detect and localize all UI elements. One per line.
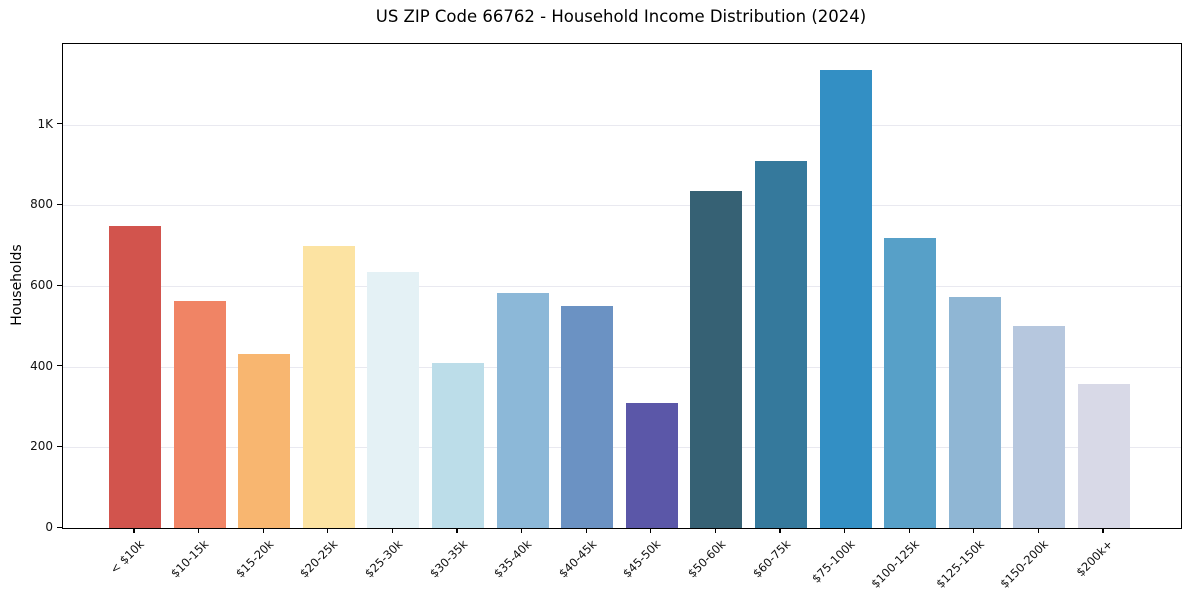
y-tick-label: 600 bbox=[30, 278, 53, 292]
y-tick-mark bbox=[57, 123, 62, 125]
x-tick-label: $40-45k bbox=[555, 537, 600, 581]
y-tick-mark bbox=[57, 203, 62, 206]
bar bbox=[690, 191, 743, 528]
bar bbox=[1013, 326, 1066, 528]
x-tick-label: $35-40k bbox=[491, 537, 535, 581]
x-tick-mark bbox=[779, 528, 781, 533]
gridline bbox=[63, 124, 1181, 126]
y-tick-label: 400 bbox=[30, 358, 53, 373]
x-tick-label: $25-30k bbox=[361, 537, 406, 581]
y-tick-mark bbox=[57, 365, 62, 367]
x-tick-label: $125-150k bbox=[932, 537, 987, 590]
gridline bbox=[63, 205, 1181, 207]
bar bbox=[432, 362, 484, 528]
x-tick-mark bbox=[391, 528, 393, 533]
x-tick-mark bbox=[198, 528, 200, 533]
x-tick-mark bbox=[650, 528, 652, 533]
bar bbox=[1078, 384, 1130, 528]
y-tick-label: 800 bbox=[30, 197, 53, 212]
bar bbox=[625, 402, 678, 528]
x-tick-label: $50-60k bbox=[684, 537, 729, 581]
y-tick-label: 1K bbox=[37, 116, 53, 131]
bar bbox=[302, 245, 355, 528]
bar bbox=[367, 271, 420, 528]
bar bbox=[561, 306, 614, 528]
x-tick-label: $20-25k bbox=[297, 537, 341, 581]
bar bbox=[755, 160, 807, 528]
y-tick-mark bbox=[57, 284, 62, 286]
bar bbox=[109, 225, 161, 528]
bar bbox=[496, 292, 549, 528]
y-tick-label: 0 bbox=[45, 520, 53, 534]
bar bbox=[948, 296, 1001, 528]
x-tick-mark bbox=[1037, 528, 1039, 533]
y-tick-mark bbox=[57, 526, 62, 528]
x-tick-label: $30-35k bbox=[426, 537, 470, 581]
x-tick-label: $100-125k bbox=[868, 537, 923, 590]
x-tick-mark bbox=[456, 528, 458, 533]
x-tick-label: < $10k bbox=[107, 537, 147, 577]
y-tick-mark bbox=[57, 445, 62, 448]
x-tick-label: $75-100k bbox=[808, 537, 858, 586]
bar bbox=[884, 237, 937, 528]
x-tick-label: $150-200k bbox=[997, 537, 1052, 590]
x-tick-mark bbox=[133, 528, 135, 533]
x-tick-label: $60-75k bbox=[749, 537, 793, 581]
x-tick-mark bbox=[262, 528, 264, 533]
x-tick-mark bbox=[1102, 528, 1104, 533]
gridline bbox=[63, 447, 1181, 449]
x-tick-mark bbox=[714, 528, 716, 533]
x-tick-mark bbox=[908, 528, 910, 533]
x-tick-mark bbox=[327, 528, 329, 533]
x-tick-mark bbox=[585, 528, 587, 533]
bar bbox=[819, 70, 872, 528]
x-tick-mark bbox=[521, 528, 523, 533]
chart-title: US ZIP Code 66762 - Household Income Dis… bbox=[375, 7, 867, 26]
y-tick-label: 200 bbox=[30, 439, 53, 454]
plot-area bbox=[62, 43, 1182, 529]
x-tick-label: $10-15k bbox=[168, 537, 212, 581]
x-tick-label: $200k+ bbox=[1073, 537, 1116, 580]
bar bbox=[238, 353, 291, 528]
x-tick-mark bbox=[844, 528, 846, 533]
x-tick-label: $15-20k bbox=[232, 537, 277, 581]
x-tick-label: $45-50k bbox=[620, 537, 664, 581]
gridline bbox=[63, 286, 1181, 287]
x-tick-mark bbox=[973, 528, 975, 533]
bar bbox=[173, 300, 226, 528]
gridline bbox=[63, 366, 1181, 368]
